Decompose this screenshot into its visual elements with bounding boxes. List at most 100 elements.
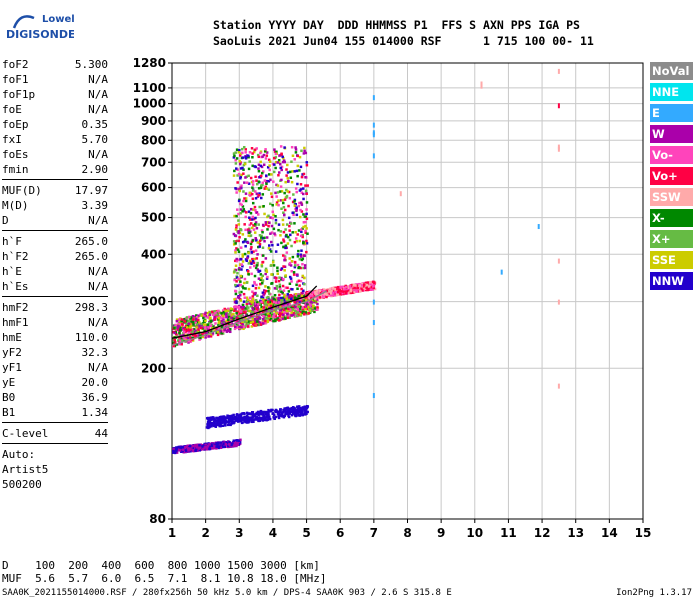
echo-point	[217, 418, 220, 421]
echo-point	[265, 310, 269, 313]
echo-point	[242, 172, 245, 175]
echo-point	[256, 310, 259, 314]
echo-point	[203, 444, 207, 448]
echo-point	[229, 444, 232, 448]
echo-point	[195, 314, 198, 317]
echo-point	[292, 295, 295, 299]
echo-point	[283, 301, 287, 305]
echo-point	[320, 289, 323, 293]
echo-point	[232, 240, 236, 243]
echo-point	[241, 303, 245, 307]
echo-point	[237, 172, 241, 176]
echo-point	[191, 319, 194, 322]
echo-point	[226, 320, 229, 323]
echo-point	[367, 282, 370, 285]
echo-point	[231, 445, 235, 448]
echo-point	[237, 268, 241, 271]
echo-point	[266, 314, 270, 317]
echo-point	[249, 300, 252, 303]
echo-point	[278, 162, 282, 166]
echo-point	[249, 315, 253, 319]
echo-point	[360, 284, 363, 287]
echo-point	[275, 299, 278, 303]
echo-point	[275, 301, 279, 304]
echo-point	[240, 309, 244, 313]
echo-point	[188, 319, 191, 323]
echo-point	[204, 330, 208, 334]
echo-point	[196, 331, 200, 335]
echo-point	[336, 287, 339, 291]
echo-point	[311, 294, 315, 297]
echo-point	[276, 317, 280, 320]
echo-point	[298, 239, 301, 243]
echo-point	[172, 327, 175, 330]
echo-point	[208, 310, 211, 314]
echo-point	[293, 407, 296, 410]
echo-point	[227, 309, 230, 313]
echo-point	[254, 324, 257, 327]
echo-point	[279, 298, 283, 301]
echo-point	[282, 298, 286, 302]
echo-point	[295, 190, 298, 194]
echo-point	[208, 313, 212, 316]
echo-point	[315, 298, 319, 301]
echo-point	[299, 188, 303, 191]
echo-point	[352, 288, 356, 291]
echo-point	[312, 295, 315, 298]
echo-point	[234, 264, 238, 267]
echo-point	[344, 292, 347, 295]
echo-point	[192, 324, 196, 328]
echo-point	[314, 291, 318, 295]
echo-point	[260, 234, 263, 238]
legend-item: E	[650, 104, 693, 122]
echo-point	[224, 440, 227, 444]
echo-point	[251, 197, 255, 200]
echo-point	[176, 324, 180, 327]
echo-point	[316, 293, 319, 297]
echo-point	[234, 309, 237, 312]
echo-point	[289, 294, 293, 297]
echo-point	[217, 327, 221, 331]
echo-point	[262, 300, 266, 303]
param-label: D	[2, 214, 9, 227]
echo-point	[189, 444, 193, 448]
echo-point	[244, 148, 247, 151]
echo-point	[224, 315, 228, 319]
echo-point	[256, 253, 259, 256]
echo-point	[215, 422, 218, 425]
x-tick-label: 5	[302, 526, 310, 540]
echo-point	[318, 290, 322, 293]
echo-point	[240, 311, 244, 315]
echo-point	[204, 323, 208, 326]
echo-point	[217, 441, 221, 445]
echo-point	[237, 187, 241, 191]
echo-point	[254, 291, 257, 295]
echo-point	[235, 439, 238, 442]
echo-point	[263, 301, 267, 304]
echo-point	[194, 449, 197, 453]
echo-point	[248, 231, 251, 234]
param-value: N/A	[88, 88, 108, 101]
echo-point	[273, 307, 276, 310]
echo-point	[269, 317, 273, 321]
echo-point	[237, 258, 240, 262]
echo-point	[291, 154, 295, 157]
x-tick-label: 15	[635, 526, 652, 540]
echo-point	[232, 322, 236, 326]
echo-point	[312, 294, 315, 298]
echo-point	[301, 407, 305, 411]
echo-point	[226, 441, 230, 445]
echo-point	[303, 213, 307, 216]
echo-point	[213, 326, 216, 330]
echo-point	[354, 288, 357, 292]
echo-point	[282, 278, 285, 281]
echo-point	[307, 295, 310, 298]
echo-point	[284, 228, 287, 231]
echo-point	[200, 326, 204, 329]
echo-point	[242, 145, 246, 149]
echo-point	[345, 285, 348, 288]
echo-point	[219, 326, 222, 330]
echo-point	[243, 223, 246, 226]
echo-point	[284, 310, 288, 314]
param-value: N/A	[88, 280, 108, 293]
